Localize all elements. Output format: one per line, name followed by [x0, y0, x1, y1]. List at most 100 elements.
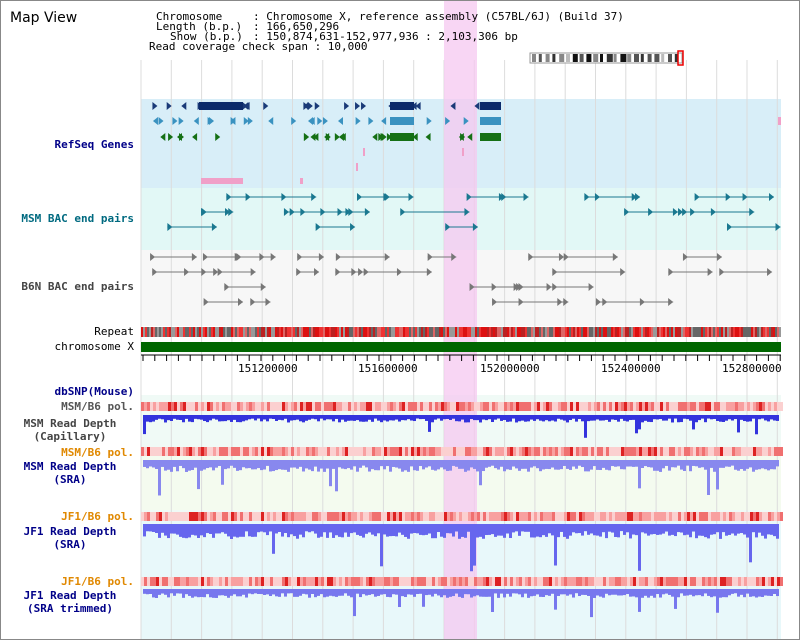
- repeat-element: [225, 327, 227, 337]
- polymorphism-cell: [216, 447, 219, 456]
- read-depth-bar: [362, 415, 365, 422]
- polymorphism-cell: [648, 447, 651, 456]
- read-depth-bar: [359, 415, 362, 422]
- read-depth-bar: [461, 524, 464, 537]
- polymorphism-cell: [168, 512, 171, 521]
- polymorphism-cell: [387, 512, 390, 521]
- read-depth-bar: [740, 460, 743, 470]
- read-depth-bar: [473, 589, 476, 597]
- polymorphism-cell: [624, 512, 627, 521]
- bac-end: [260, 283, 266, 291]
- read-depth-bar: [164, 460, 167, 471]
- polymorphism-cell: [264, 512, 267, 521]
- read-depth-bar: [725, 524, 728, 536]
- read-depth-bar: [611, 415, 614, 420]
- track-label-msm-bac[interactable]: MSM BAC end pairs: [21, 212, 134, 225]
- read-depth-bar: [449, 589, 452, 597]
- read-depth-bar: [347, 524, 350, 537]
- bac-end: [238, 298, 244, 306]
- polymorphism-cell: [579, 512, 582, 521]
- polymorphism-cell: [702, 402, 705, 411]
- polymorphism-cell: [714, 447, 717, 456]
- bac-end: [236, 253, 242, 261]
- read-depth-bar: [713, 460, 716, 472]
- read-depth-bar: [740, 589, 743, 595]
- read-depth-bar: [308, 524, 311, 533]
- polymorphism-cell: [414, 577, 417, 586]
- read-depth-bar: [476, 524, 479, 538]
- read-depth-bar: [614, 460, 617, 467]
- ideogram-band: [552, 54, 556, 62]
- track-label-msm-depth-sra: MSM Read Depth: [23, 460, 117, 473]
- polymorphism-cell: [657, 447, 660, 456]
- polymorphism-cell: [264, 447, 267, 456]
- read-depth-bar: [329, 460, 332, 487]
- polymorphism-cell: [378, 402, 381, 411]
- polymorphism-cell: [330, 577, 333, 586]
- read-depth-bar: [257, 415, 260, 419]
- read-depth-bar: [308, 589, 311, 598]
- polymorphism-cell: [501, 512, 504, 521]
- polymorphism-cell: [762, 577, 765, 586]
- polymorphism-cell: [333, 402, 336, 411]
- polymorphism-cell: [429, 577, 432, 586]
- polymorphism-cell: [492, 447, 495, 456]
- track-label-dbsnp[interactable]: dbSNP(Mouse): [54, 385, 134, 398]
- polymorphism-cell: [348, 577, 351, 586]
- polymorphism-cell: [636, 447, 639, 456]
- read-depth-bar: [335, 415, 338, 419]
- repeat-element: [417, 327, 419, 337]
- read-depth-bar: [521, 415, 524, 421]
- read-depth-bar: [323, 589, 326, 598]
- polymorphism-cell: [642, 512, 645, 521]
- read-depth-bar: [245, 524, 248, 532]
- read-depth-bar: [380, 415, 383, 423]
- polymorphism-cell: [585, 512, 588, 521]
- polymorphism-cell: [768, 577, 771, 586]
- read-depth-bar: [605, 415, 608, 420]
- bac-end: [400, 208, 406, 216]
- polymorphism-cell: [699, 512, 702, 521]
- gene-arrow: [304, 133, 310, 141]
- repeat-element: [469, 327, 471, 337]
- repeat-element: [409, 327, 411, 337]
- read-depth-bar: [482, 524, 485, 539]
- polymorphism-cell: [336, 577, 339, 586]
- read-depth-bar: [209, 415, 212, 421]
- polymorphism-cell: [207, 447, 210, 456]
- polymorphism-cell: [486, 402, 489, 411]
- polymorphism-cell: [627, 577, 630, 586]
- read-depth-bar: [494, 460, 497, 469]
- read-depth-bar: [536, 589, 539, 595]
- repeat-element: [695, 327, 697, 337]
- read-depth-bar: [758, 524, 761, 533]
- polymorphism-cell: [762, 402, 765, 411]
- read-depth-bar: [431, 589, 434, 597]
- read-depth-bar: [713, 589, 716, 597]
- polymorphism-cell: [243, 402, 246, 411]
- read-depth-bar: [278, 524, 281, 532]
- polymorphism-cell: [759, 402, 762, 411]
- polymorphism-cell: [189, 512, 192, 521]
- polymorphism-cell: [684, 447, 687, 456]
- polymorphism-cell: [279, 512, 282, 521]
- polymorphism-cell: [318, 402, 321, 411]
- repeat-element: [241, 327, 243, 337]
- read-depth-bar: [401, 589, 404, 597]
- polymorphism-cell: [309, 402, 312, 411]
- track-label-b6n-bac[interactable]: B6N BAC end pairs: [21, 280, 134, 293]
- read-depth-bar: [665, 415, 668, 421]
- read-depth-bar: [407, 524, 410, 539]
- polymorphism-cell: [381, 447, 384, 456]
- read-depth-bar: [632, 415, 635, 420]
- read-depth-bar: [737, 415, 740, 433]
- track-label-refseq[interactable]: RefSeq Genes: [54, 138, 134, 151]
- read-depth-bar: [698, 460, 701, 468]
- polymorphism-cell: [351, 512, 354, 521]
- repeat-element: [511, 327, 513, 337]
- repeat-element: [555, 327, 557, 337]
- read-depth-bar: [224, 524, 227, 534]
- gene-arrow: [243, 117, 249, 125]
- chromosome-bar: [141, 342, 781, 352]
- polymorphism-cell: [273, 577, 276, 586]
